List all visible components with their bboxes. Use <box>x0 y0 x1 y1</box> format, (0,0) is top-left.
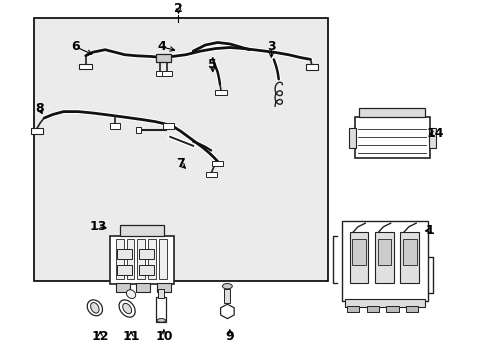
Bar <box>157 283 170 292</box>
Ellipse shape <box>222 284 232 289</box>
Bar <box>354 117 429 158</box>
Bar <box>137 239 145 279</box>
Bar <box>377 239 390 265</box>
Bar <box>342 221 427 301</box>
Bar <box>117 265 132 275</box>
Bar <box>386 306 398 312</box>
Bar <box>212 161 223 166</box>
Text: 2: 2 <box>174 3 183 15</box>
Bar <box>346 306 359 312</box>
Ellipse shape <box>126 290 135 298</box>
Bar <box>116 283 129 292</box>
Bar <box>120 225 163 236</box>
Bar <box>156 297 166 322</box>
Text: 8: 8 <box>35 102 43 114</box>
Text: 6: 6 <box>71 40 80 53</box>
Bar <box>158 289 164 298</box>
Bar <box>31 128 42 134</box>
Bar <box>428 128 435 148</box>
Bar <box>206 172 217 177</box>
Bar <box>215 90 226 95</box>
Polygon shape <box>220 304 234 319</box>
Text: 9: 9 <box>225 330 234 343</box>
Bar <box>344 299 425 307</box>
Bar <box>374 232 393 283</box>
Bar <box>405 306 417 312</box>
Bar <box>359 108 425 117</box>
Text: 4: 4 <box>157 40 165 53</box>
Bar <box>139 249 154 259</box>
Ellipse shape <box>122 303 131 314</box>
Bar <box>126 239 134 279</box>
Bar <box>156 54 171 62</box>
Bar <box>351 239 365 265</box>
Bar <box>109 123 120 129</box>
Bar <box>159 239 166 279</box>
Text: 12: 12 <box>91 330 109 343</box>
Bar <box>402 239 416 265</box>
Bar <box>366 306 378 312</box>
Bar <box>305 64 318 70</box>
Bar <box>349 232 367 283</box>
Bar <box>117 249 132 259</box>
Bar <box>110 236 173 284</box>
Bar <box>116 239 123 279</box>
Bar <box>79 64 92 69</box>
Bar <box>162 71 172 76</box>
Text: 11: 11 <box>122 330 140 343</box>
Bar <box>400 232 418 283</box>
Bar <box>155 71 165 76</box>
Ellipse shape <box>90 302 99 313</box>
Text: 3: 3 <box>266 40 275 53</box>
Text: 10: 10 <box>155 330 172 343</box>
Text: 7: 7 <box>176 157 185 170</box>
Ellipse shape <box>157 319 165 322</box>
Ellipse shape <box>87 300 102 316</box>
Bar <box>224 289 230 303</box>
Text: 5: 5 <box>208 58 217 71</box>
Bar <box>348 128 355 148</box>
Bar <box>136 283 150 292</box>
Bar <box>163 123 173 129</box>
Text: 1: 1 <box>425 224 434 237</box>
Text: 13: 13 <box>89 220 106 233</box>
Bar <box>139 265 154 275</box>
Bar <box>136 127 141 133</box>
Ellipse shape <box>119 300 135 317</box>
Text: 14: 14 <box>426 127 443 140</box>
Bar <box>34 18 327 281</box>
Bar <box>148 239 156 279</box>
